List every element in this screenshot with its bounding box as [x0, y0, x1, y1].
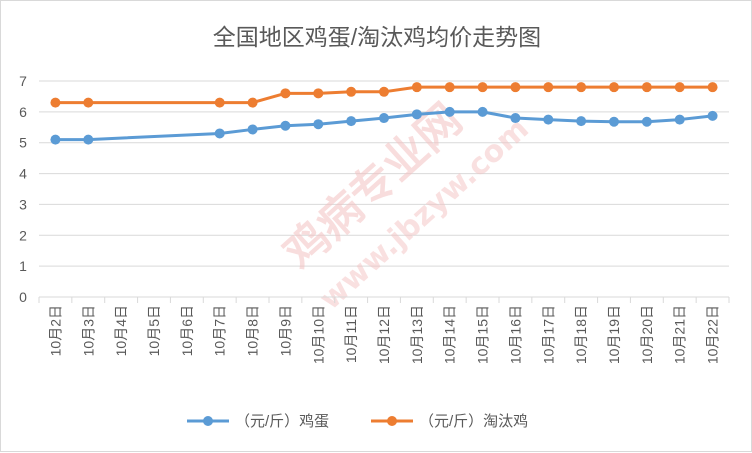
x-tick-label: 10月18日: [573, 305, 589, 364]
x-tick-label: 10月5日: [146, 305, 162, 356]
legend-label-hens: （元/斤）淘汰鸡: [419, 413, 528, 430]
x-tick-label: 10月16日: [507, 305, 523, 364]
data-point-eggs: [411, 109, 422, 120]
data-point-eggs: [674, 114, 685, 125]
x-tick-label: 10月14日: [442, 305, 458, 364]
data-point-eggs: [83, 134, 94, 145]
x-tick-label: 10月3日: [80, 305, 96, 356]
x-tick-label: 10月10日: [310, 305, 326, 364]
data-point-hens: [346, 86, 357, 97]
x-tick-label: 10月15日: [475, 305, 491, 364]
data-point-hens: [477, 82, 488, 93]
data-point-eggs: [609, 116, 619, 127]
y-tick-label: 2: [19, 227, 27, 243]
data-point-eggs: [641, 116, 652, 127]
x-tick-label: 10月21日: [672, 305, 688, 364]
series-layer: [50, 82, 718, 145]
series-line-hens: [53, 85, 715, 105]
y-tick-label: 0: [19, 289, 27, 305]
chart-title: 全国地区鸡蛋/淘汰鸡均价走势图: [213, 24, 541, 50]
series-line-eggs: [53, 110, 715, 142]
x-tick-label: 10月22日: [705, 305, 721, 364]
legend: （元/斤）鸡蛋 （元/斤）淘汰鸡: [187, 413, 528, 430]
data-point-hens: [576, 82, 587, 93]
data-point-hens: [379, 86, 389, 97]
legend-marker-hens: [387, 416, 397, 426]
data-point-eggs: [510, 113, 521, 124]
x-tick-label: 10月2日: [47, 305, 63, 356]
y-tick-label: 6: [19, 104, 27, 120]
data-point-eggs: [444, 106, 455, 117]
data-point-hens: [411, 82, 422, 93]
data-point-eggs: [543, 114, 554, 125]
grid-layer: [39, 80, 729, 267]
data-point-eggs: [346, 116, 357, 127]
y-tick-label: 3: [19, 196, 27, 212]
legend-item-hens[interactable]: （元/斤）淘汰鸡: [371, 413, 528, 430]
data-point-eggs: [313, 119, 324, 130]
data-point-hens: [674, 82, 685, 93]
data-point-eggs: [50, 134, 61, 145]
x-tick-label: 10月4日: [113, 305, 129, 356]
y-tick-label: 7: [19, 73, 27, 89]
y-tick-label: 5: [19, 135, 27, 151]
y-tick-label: 4: [19, 166, 27, 182]
data-point-hens: [543, 82, 554, 93]
legend-marker-eggs: [203, 416, 213, 426]
data-point-hens: [313, 88, 324, 99]
data-point-eggs: [280, 120, 291, 131]
x-tick-label: 10月7日: [212, 305, 228, 356]
legend-item-eggs[interactable]: （元/斤）鸡蛋: [187, 413, 329, 430]
data-point-eggs: [379, 113, 389, 124]
axis-layer: 0 1 2 3 4 5 6 7 10月2日 10月3日 10月4日 10月5日 10月6日 10月7日 10…: [19, 73, 730, 364]
data-point-hens: [707, 82, 718, 93]
x-tick-label: 10月20日: [639, 305, 655, 364]
x-tick-label: 10月9日: [277, 305, 293, 356]
data-point-hens: [609, 82, 619, 93]
data-point-eggs: [214, 128, 225, 139]
x-tick-label: 10月17日: [540, 305, 556, 364]
watermark: 鸡病专业网 www.jbzyw.com: [274, 94, 535, 317]
data-point-hens: [510, 82, 521, 93]
data-point-hens: [280, 88, 291, 99]
x-tick-label: 10月12日: [376, 305, 392, 364]
data-point-eggs: [477, 106, 488, 117]
x-tick-label: 10月13日: [409, 305, 425, 364]
x-tick-label: 10月11日: [343, 305, 359, 363]
data-point-eggs: [576, 116, 587, 127]
y-tick-label: 1: [19, 258, 27, 274]
data-point-hens: [83, 97, 94, 108]
x-tick-label: 10月6日: [179, 305, 195, 356]
data-point-eggs: [707, 110, 718, 121]
data-point-hens: [50, 97, 61, 108]
data-point-hens: [444, 82, 455, 93]
x-tick-label: 10月19日: [606, 305, 622, 364]
data-point-hens: [641, 82, 652, 93]
legend-label-eggs: （元/斤）鸡蛋: [235, 413, 329, 430]
x-tick-label: 10月8日: [245, 305, 261, 356]
data-point-hens: [214, 97, 225, 108]
data-point-eggs: [247, 124, 258, 135]
data-point-hens: [247, 97, 258, 108]
